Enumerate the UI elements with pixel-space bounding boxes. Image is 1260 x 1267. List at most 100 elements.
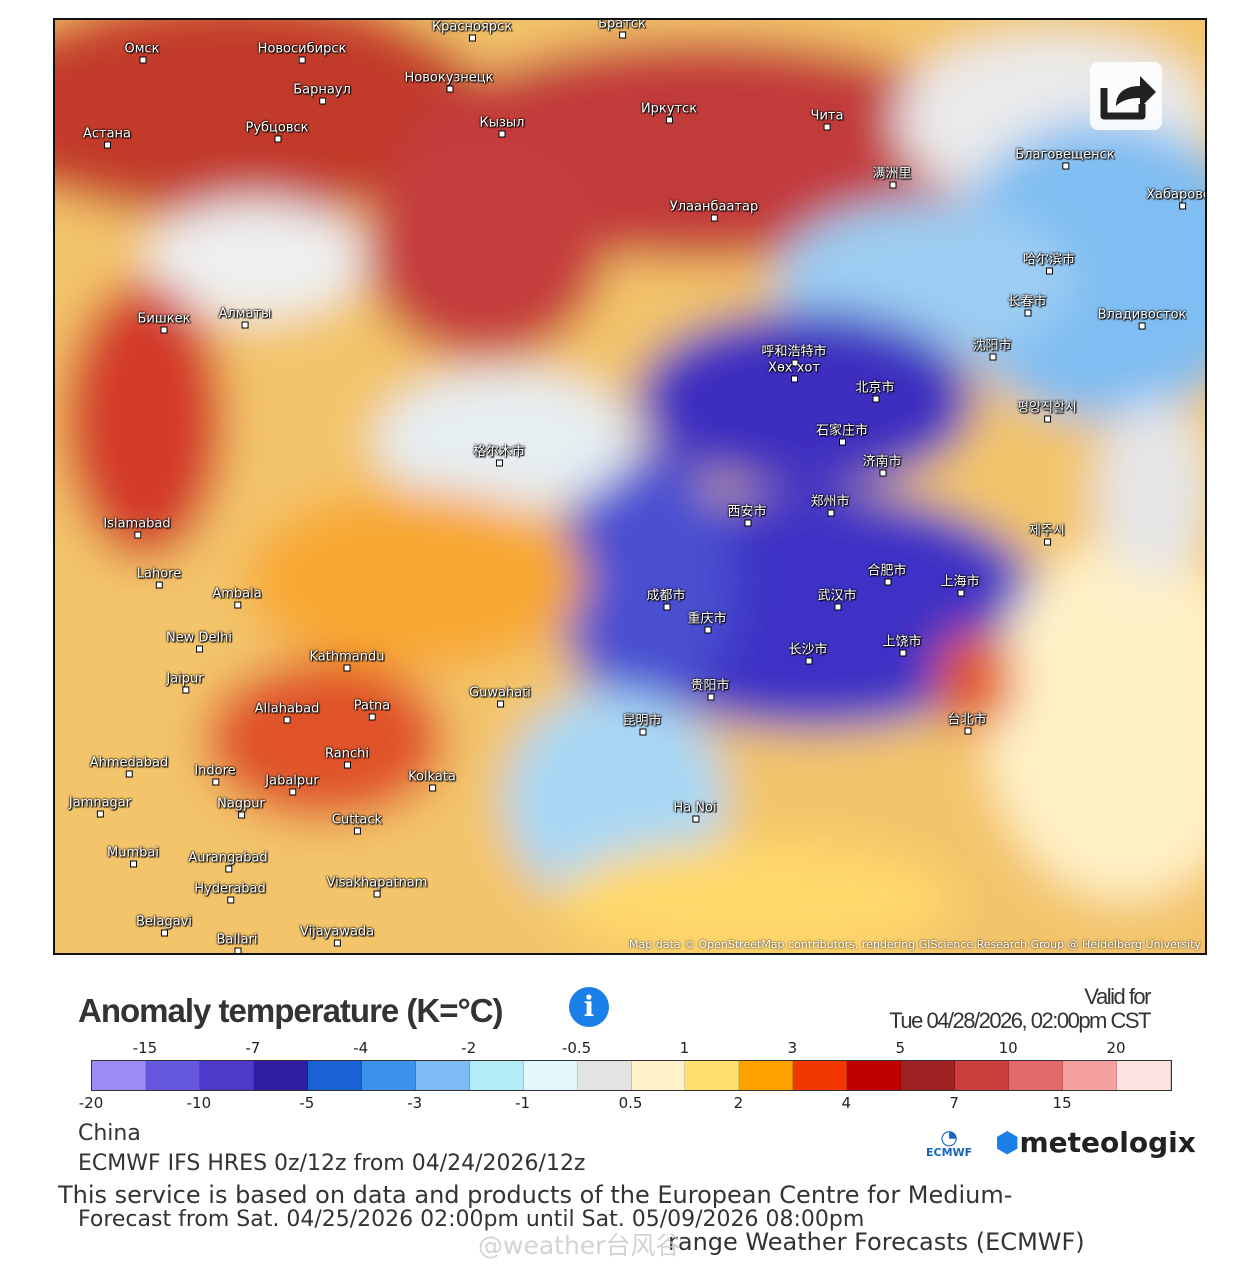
city-label: 成都市	[646, 585, 686, 611]
scale-swatch	[92, 1061, 146, 1090]
forecast-range: Forecast from Sat. 04/25/2026 02:00pm un…	[78, 1207, 865, 1232]
city-label: Братск	[598, 18, 646, 39]
city-label: Hyderabad	[194, 881, 266, 904]
disclaimer-end: range Weather Forecasts (ECMWF)	[668, 1228, 1085, 1256]
city-label: Ballari	[216, 932, 258, 953]
scale-swatch	[793, 1061, 848, 1090]
scale-tick-top: -4	[353, 1039, 369, 1057]
city-label: Чита	[810, 108, 844, 131]
city-label: 上海市	[940, 571, 980, 597]
region-label: China	[78, 1121, 141, 1146]
city-label: 台北市	[947, 709, 987, 735]
disclaimer-text: This service is based on data and produc…	[58, 1181, 1013, 1209]
city-label: Ha Noi	[673, 800, 717, 823]
city-label: Владивосток	[1097, 307, 1187, 330]
city-label: Jamnagar	[68, 795, 132, 818]
city-label: 济南市	[862, 451, 902, 477]
scale-swatch	[1063, 1061, 1118, 1090]
city-label: Jaipur	[166, 671, 204, 694]
scale-tick-top: -7	[245, 1039, 261, 1057]
city-label: Belagavi	[135, 914, 193, 937]
city-label: 武汉市	[817, 585, 857, 611]
city-label: Visakhapatnam	[326, 875, 428, 898]
scale-tick-top: 1	[679, 1039, 690, 1057]
city-label: 西安市	[727, 501, 767, 527]
scale-swatch	[901, 1061, 956, 1090]
city-label: 北京市	[855, 377, 895, 403]
city-label: Vijayawada	[299, 924, 375, 947]
scale-swatch	[145, 1061, 200, 1090]
city-label: Кызыл	[479, 115, 525, 138]
city-label: 满洲里	[872, 163, 912, 189]
valid-time: Valid for Tue 04/28/2026, 02:00pm CST	[889, 985, 1151, 1033]
city-label: Новосибирск	[257, 41, 347, 64]
scale-tick-bottom: 4	[841, 1094, 852, 1112]
scale-swatch	[847, 1061, 902, 1090]
city-label: 石家庄市	[816, 420, 868, 446]
city-label: 哈尔滨市	[1023, 249, 1075, 275]
anomaly-field	[55, 20, 1205, 953]
city-label: Ranchi	[325, 746, 369, 769]
scale-swatch	[1117, 1061, 1172, 1090]
city-label: Барнаул	[293, 82, 351, 105]
share-button[interactable]	[1090, 62, 1162, 130]
scale-tick-top: -0.5	[561, 1039, 592, 1057]
city-label: Новокузнецк	[404, 70, 494, 93]
scale-tick-bottom: 7	[949, 1094, 959, 1112]
scale-tick-bottom: -10	[186, 1094, 212, 1112]
scale-swatch	[523, 1061, 578, 1090]
city-label: Ahmedabad	[89, 755, 169, 778]
info-icon[interactable]: i	[569, 987, 609, 1027]
city-label: 沈阳市	[972, 335, 1012, 361]
city-label: Астана	[82, 126, 132, 149]
city-label: Хабаровск	[1146, 188, 1205, 210]
scale-tick-top: -15	[132, 1039, 158, 1057]
city-label: Алматы	[218, 306, 272, 329]
temperature-anomaly-map[interactable]: Омск Новосибирск Красноярск Братск Новокузне…	[53, 18, 1207, 955]
city-label: Красноярск	[431, 19, 513, 42]
scale-tick-bottom: -20	[78, 1094, 104, 1112]
city-label: Patna	[353, 698, 391, 721]
scale-swatch	[685, 1061, 740, 1090]
scale-swatch	[577, 1061, 632, 1090]
city-label: Nagpur	[217, 796, 265, 819]
city-label: Islamabad	[103, 516, 171, 539]
city-label: Благовещенск	[1015, 147, 1115, 170]
scale-tick-bottom: 15	[1052, 1094, 1072, 1112]
scale-swatch	[739, 1061, 794, 1090]
model-label: ECMWF IFS HRES 0z/12z from 04/24/2026/12…	[78, 1151, 586, 1176]
share-icon	[1100, 76, 1156, 120]
city-label: Хөх хот	[768, 360, 820, 383]
scale-swatch	[361, 1061, 416, 1090]
city-label: 郑州市	[810, 491, 850, 517]
city-label: Jabalpur	[265, 773, 319, 796]
city-label: Ambala	[212, 586, 262, 609]
city-label: Guwahati	[469, 685, 531, 708]
scale-tick-top: 3	[787, 1039, 798, 1057]
meteologix-icon: ⬢	[995, 1126, 1020, 1159]
city-label: 重庆市	[687, 608, 727, 634]
city-label: 평양직할시	[1017, 397, 1077, 423]
city-label: 昆明市	[622, 710, 662, 736]
city-label: Lahore	[136, 566, 182, 589]
legend-title: Anomaly temperature (K=°C)	[78, 992, 504, 1029]
scale-swatch	[631, 1061, 686, 1090]
city-label: 上饶市	[882, 631, 922, 657]
city-label: 제주시	[1029, 520, 1065, 546]
city-label: Омск	[124, 41, 160, 64]
city-label: Cuttack	[331, 812, 383, 835]
meteologix-logo: ⬢meteologix	[995, 1126, 1196, 1159]
city-label: Indore	[194, 763, 236, 786]
scale-tick-bottom: -3	[407, 1094, 423, 1112]
scale-tick-top: 20	[1106, 1039, 1126, 1057]
scale-swatch	[1009, 1061, 1064, 1090]
valid-datetime: Tue 04/28/2026, 02:00pm CST	[889, 1008, 1151, 1033]
ecmwf-logo: ◔ ECMWF	[926, 1125, 973, 1159]
color-scale-bar	[91, 1060, 1172, 1091]
city-label: Улаанбаатар	[669, 199, 759, 222]
city-label: 合肥市	[867, 560, 907, 586]
city-label: Aurangabad	[188, 850, 268, 873]
scale-swatch	[469, 1061, 524, 1090]
city-label: Рубцовск	[245, 120, 309, 143]
city-label: Mumbai	[107, 845, 159, 868]
